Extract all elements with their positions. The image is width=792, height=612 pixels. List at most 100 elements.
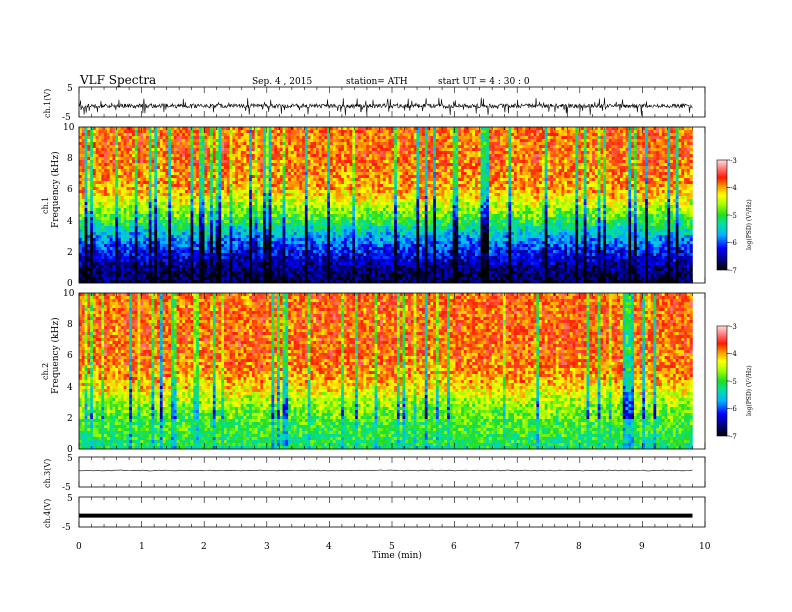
spectrogram-cell xyxy=(600,148,604,152)
spectrogram-cell xyxy=(302,157,306,161)
spectrogram-cell xyxy=(143,151,147,155)
spectrogram-cell xyxy=(173,175,177,179)
spectrogram-cell xyxy=(603,175,607,179)
spectrogram-cell xyxy=(198,163,202,167)
spectrogram-cell xyxy=(530,181,534,185)
spectrogram-cell xyxy=(394,154,398,158)
spectrogram-cell xyxy=(318,142,322,146)
spectrogram-cell xyxy=(622,133,626,137)
spectrogram-cell xyxy=(324,142,328,146)
spectrogram-cell xyxy=(260,142,264,146)
spectrogram-cell xyxy=(268,163,272,167)
spectrogram-cell xyxy=(580,163,585,167)
spectrogram-cell xyxy=(385,178,389,182)
spectrogram-cell xyxy=(104,163,108,167)
spectrogram-cell xyxy=(201,193,205,197)
spectrogram-cell xyxy=(502,160,506,164)
spectrogram-cell xyxy=(611,187,615,191)
spectrogram-cell xyxy=(553,157,557,161)
spectrogram-cell xyxy=(486,166,490,170)
spectrogram-cell xyxy=(430,187,434,191)
spectrogram-cell xyxy=(369,172,373,176)
spectrogram-cell xyxy=(310,127,314,131)
spectrogram-cell xyxy=(288,130,292,134)
spectrogram-cell xyxy=(391,154,395,158)
spectrogram-cell xyxy=(603,130,607,134)
spectrogram-cell xyxy=(123,148,127,152)
spectrogram-cell xyxy=(394,139,398,143)
spectrogram-cell xyxy=(469,136,473,140)
spectrogram-cell xyxy=(583,133,587,137)
spectrogram-cell xyxy=(558,163,562,167)
spectrogram-cell xyxy=(382,175,387,179)
spectrogram-cell xyxy=(472,133,476,137)
spectrogram-cell xyxy=(394,133,398,137)
spectrogram-cell xyxy=(90,184,94,188)
spectrogram-cell xyxy=(514,160,518,164)
spectrogram-cell xyxy=(118,151,122,155)
spectrogram-cell xyxy=(218,169,222,173)
spectrogram-cell xyxy=(109,169,113,173)
spectrogram-cell xyxy=(592,127,596,131)
spectrogram-cell xyxy=(279,178,283,182)
spectrogram-cell xyxy=(502,145,506,149)
spectrogram-cell xyxy=(527,151,532,155)
spectrogram-cell xyxy=(154,169,158,173)
spectrogram-cell xyxy=(159,166,163,170)
spectrogram-cell xyxy=(458,160,462,164)
spectrogram-cell xyxy=(366,166,370,170)
spectrogram-cell xyxy=(355,154,359,158)
spectrogram-cell xyxy=(525,181,529,185)
spectrogram-cell xyxy=(215,136,219,140)
spectrogram-cell xyxy=(274,166,278,170)
spectrogram-cell xyxy=(249,184,253,188)
spectrogram-cell xyxy=(405,181,409,185)
spectrogram-cell xyxy=(173,190,177,194)
spectrogram-cell xyxy=(505,169,509,173)
spectrogram-cell xyxy=(204,136,208,140)
spectrogram-cell xyxy=(603,160,607,164)
spectrogram-cell xyxy=(193,193,197,197)
spectrogram-cell xyxy=(625,160,629,164)
spectrogram-cell xyxy=(260,130,264,134)
spectrogram-cell xyxy=(98,181,102,185)
spectrogram-cell xyxy=(567,136,571,140)
spectrogram-cell xyxy=(260,127,264,131)
spectrogram-cell xyxy=(659,157,663,161)
spectrogram-cell xyxy=(249,148,253,152)
spectrogram-cell xyxy=(502,190,506,194)
spectrogram-cell xyxy=(684,139,688,143)
spectrogram-cell xyxy=(589,139,593,143)
spectrogram-cell xyxy=(201,166,205,170)
spectrogram-cell xyxy=(661,139,665,143)
spectrogram-cell xyxy=(271,148,275,152)
spectrogram-cell xyxy=(550,151,554,155)
spectrogram-cell xyxy=(569,166,573,170)
spectrogram-cell xyxy=(508,175,512,179)
spectrogram-cell xyxy=(265,178,269,182)
spectrogram-cell xyxy=(212,130,216,134)
spectrogram-cell xyxy=(645,166,649,170)
spectrogram-cell xyxy=(550,163,554,167)
spectrogram-cell xyxy=(617,187,621,191)
spectrogram-cell xyxy=(539,145,543,149)
spectrogram-cell xyxy=(98,145,102,149)
spectrogram-cell xyxy=(154,163,158,167)
spectrogram-cell xyxy=(196,172,200,176)
spectrogram-cell xyxy=(522,172,526,176)
spectrogram-cell xyxy=(307,178,311,182)
spectrogram-cell xyxy=(92,145,97,149)
spectrogram-cell xyxy=(539,151,543,155)
spectrogram-cell xyxy=(592,175,596,179)
spectrogram-cell xyxy=(360,133,364,137)
spectrogram-cell xyxy=(463,184,467,188)
spectrogram-cell xyxy=(586,160,590,164)
spectrogram-cell xyxy=(274,130,278,134)
spectrogram-cell xyxy=(134,142,138,146)
spectrogram-cell xyxy=(268,157,272,161)
spectrogram-cell xyxy=(541,175,545,179)
spectrogram-cell xyxy=(129,130,133,134)
spectrogram-cell xyxy=(182,130,186,134)
spectrogram-cell xyxy=(87,130,91,134)
spectrogram-cell xyxy=(572,160,576,164)
